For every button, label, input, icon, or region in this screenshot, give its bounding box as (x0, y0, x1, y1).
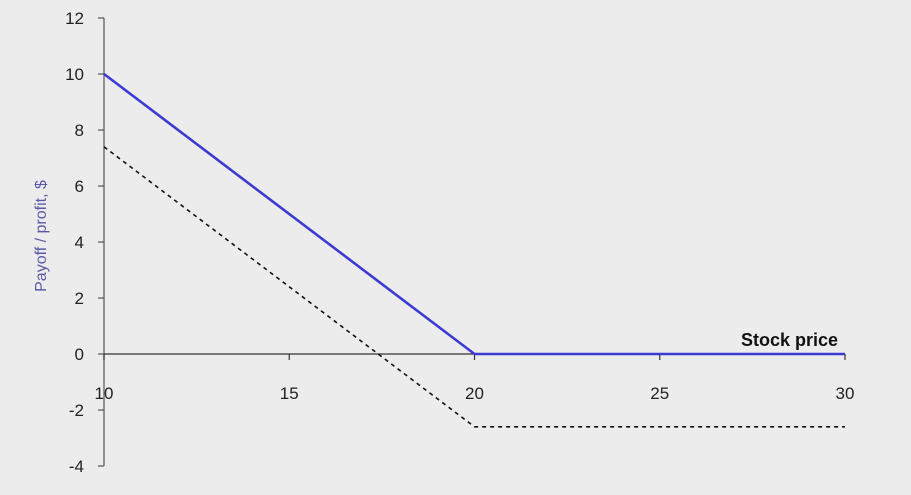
x-tick-label: 10 (95, 384, 114, 403)
y-tick-label: -2 (69, 401, 84, 420)
x-tick-label: 20 (465, 384, 484, 403)
y-axis-label: Payoff / profit, $ (33, 180, 50, 292)
y-tick-label: 8 (75, 121, 84, 140)
x-tick-label: 25 (650, 384, 669, 403)
y-tick-label: -4 (69, 457, 84, 476)
y-axis: -4 -2 0 2 4 6 8 10 12 (65, 9, 105, 476)
y-tick-label: 2 (75, 289, 84, 308)
x-tick-label: 30 (836, 384, 855, 403)
y-tick-label: 0 (75, 345, 84, 364)
x-axis: 10 15 20 25 30 (95, 353, 855, 403)
x-axis-label: Stock price (741, 330, 838, 350)
y-tick-label: 4 (75, 233, 84, 252)
y-tick-label: 10 (65, 65, 84, 84)
x-tick-label: 15 (280, 384, 299, 403)
y-tick-label: 12 (65, 9, 84, 28)
payoff-line (103, 72, 845, 356)
y-tick-label: 6 (75, 177, 84, 196)
